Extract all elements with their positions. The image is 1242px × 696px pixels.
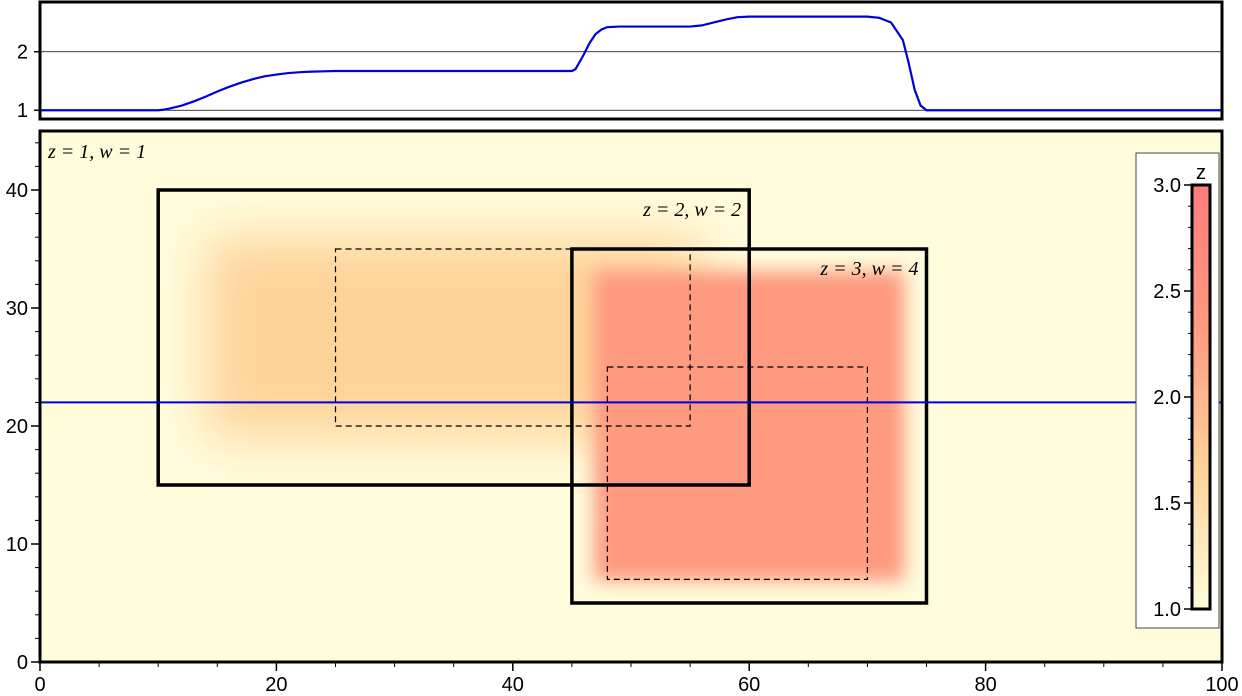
profile-plot-area <box>40 2 1222 119</box>
profile-frame <box>38 0 1224 121</box>
colorbar-tick-label: 2.0 <box>1153 387 1181 409</box>
annotation-label: z = 1, w = 1 <box>47 141 146 163</box>
x-tick-label: 20 <box>265 674 287 696</box>
profile-y-axis: 12 <box>17 42 40 122</box>
profile-panel: 12 <box>17 0 1224 122</box>
colorbar-tick-label: 1.0 <box>1153 599 1181 621</box>
colorbar-title: z <box>1196 162 1206 184</box>
profile-series-line <box>40 15 1222 112</box>
map-panel: z = 1, w = 1 z = 2, w = 2 z = 3, w = 4 z 1.… <box>6 129 1239 696</box>
colorbar: z 1.0 1.5 2.0 2.5 3.0 <box>1135 152 1220 629</box>
y-tick-label: 10 <box>6 534 28 556</box>
map-x-axis: 0 20 40 60 80 100 <box>34 662 1239 696</box>
outer-box-z2 <box>156 188 751 487</box>
map-outlines <box>156 188 929 605</box>
profile-y-tick-label: 1 <box>17 100 28 122</box>
x-tick-label: 0 <box>34 674 45 696</box>
colorbar-scale <box>1190 183 1212 611</box>
map-y-axis: 0 10 20 30 40 <box>6 142 40 674</box>
y-tick-label: 0 <box>17 652 28 674</box>
colorbar-tick-label: 2.5 <box>1153 281 1181 303</box>
colorbar-tick-label: 3.0 <box>1153 175 1181 197</box>
y-tick-label: 40 <box>6 180 28 202</box>
map-labels: z = 1, w = 1 z = 2, w = 2 z = 3, w = 4 <box>47 141 919 280</box>
y-tick-label: 20 <box>6 416 28 438</box>
x-tick-label: 40 <box>502 674 524 696</box>
x-tick-label: 80 <box>974 674 996 696</box>
annotation-label: z = 3, w = 4 <box>819 258 918 280</box>
outer-box-z3 <box>570 247 929 605</box>
colorbar-tick-label: 1.5 <box>1153 493 1181 515</box>
inner-box-z2 <box>334 248 691 427</box>
inner-box-z3 <box>606 366 868 580</box>
x-tick-label: 60 <box>738 674 760 696</box>
y-tick-label: 30 <box>6 298 28 320</box>
profile-y-tick-label: 2 <box>17 42 28 64</box>
x-tick-label: 100 <box>1205 674 1238 696</box>
annotation-label: z = 2, w = 2 <box>642 199 741 221</box>
